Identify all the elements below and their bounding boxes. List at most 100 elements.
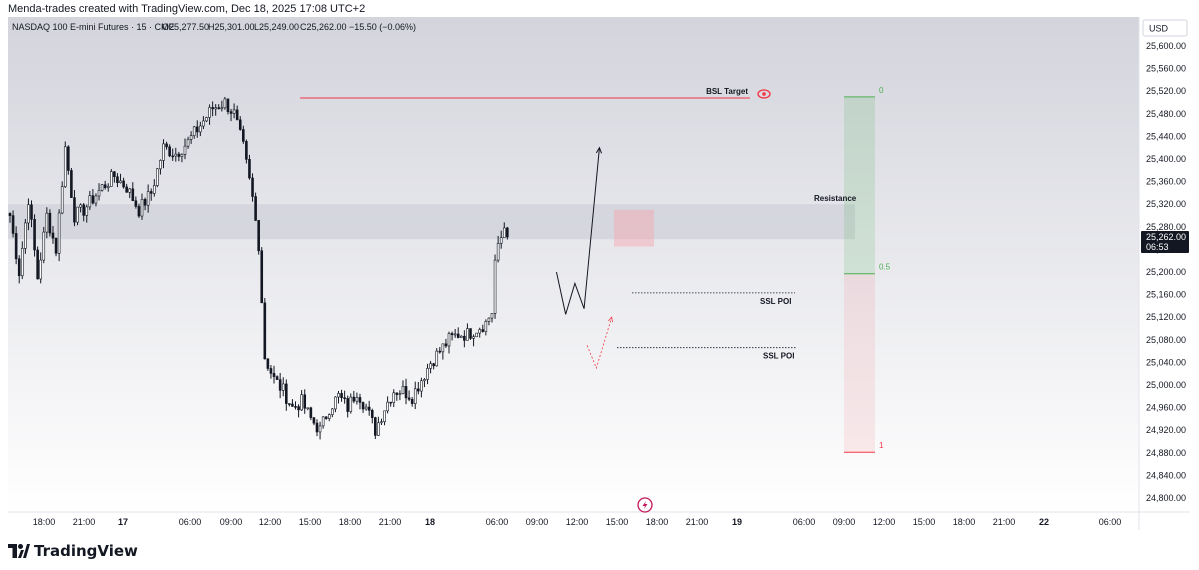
time-axis-label: 06:00 xyxy=(1099,517,1122,527)
candle-body xyxy=(364,406,368,410)
candle-body xyxy=(128,188,132,193)
candle-body xyxy=(496,243,500,261)
time-axis-label: 21:00 xyxy=(686,517,709,527)
candle-body xyxy=(352,396,356,402)
price-axis-label: 25,080.00 xyxy=(1146,335,1186,345)
time-axis-label: 22 xyxy=(1039,517,1049,527)
candle-body xyxy=(383,410,386,423)
legend-close: C25,262.00 xyxy=(300,22,347,32)
bsl-target-label: BSL Target xyxy=(706,87,748,96)
candle-body xyxy=(318,425,322,433)
currency-button[interactable] xyxy=(1142,19,1188,37)
time-axis-label: 12:00 xyxy=(566,517,589,527)
candle-body xyxy=(88,195,92,208)
candle-body xyxy=(441,343,445,353)
candle-body xyxy=(8,213,12,216)
candle-body xyxy=(370,409,374,418)
projection-path xyxy=(555,147,600,315)
time-axis-label: 09:00 xyxy=(833,517,856,527)
candle-body xyxy=(168,146,171,157)
price-axis-label: 24,960.00 xyxy=(1146,403,1186,413)
ssl-poi-label: SSL POI xyxy=(763,352,794,361)
price-axis-label: 25,040.00 xyxy=(1146,357,1186,367)
alt-projection-path xyxy=(586,317,613,370)
candle-body xyxy=(407,397,411,400)
time-axis-label: 18 xyxy=(425,517,435,527)
lightning-icon-bolt xyxy=(642,501,648,509)
price-axis-label: 25,560.00 xyxy=(1146,64,1186,74)
time-axis-label: 21:00 xyxy=(993,517,1016,527)
candle-body xyxy=(358,397,362,403)
candle-body xyxy=(343,397,346,400)
candle-body xyxy=(20,248,24,277)
price-axis-label: 25,480.00 xyxy=(1146,109,1186,119)
time-axis-label: 18:00 xyxy=(953,517,976,527)
candle-body xyxy=(398,393,402,395)
candle-body xyxy=(469,328,472,339)
time-axis-label: 15:00 xyxy=(913,517,936,527)
fib-level-label: 1 xyxy=(879,441,884,450)
price-axis-label: 25,160.00 xyxy=(1146,290,1186,300)
eye-icon[interactable] xyxy=(757,89,771,99)
candle-body xyxy=(459,335,463,338)
candle-body xyxy=(97,189,101,197)
candle-body xyxy=(195,126,199,133)
symbol-title: NASDAQ 100 E-mini Futures · 15 · CME xyxy=(12,22,175,32)
legend-high: H25,301.00 xyxy=(208,22,255,32)
candle-body xyxy=(334,396,337,410)
candle-body xyxy=(143,199,147,206)
candle-body xyxy=(119,180,122,184)
candle-body xyxy=(502,227,506,238)
resistance-zone xyxy=(8,204,855,240)
candle-body xyxy=(487,317,491,322)
fib-level-label: 0.5 xyxy=(879,263,891,272)
candle-body xyxy=(82,204,85,216)
candle-body xyxy=(386,401,389,412)
candle-body xyxy=(48,212,52,234)
candle-body xyxy=(70,170,73,198)
candle-body xyxy=(183,145,187,155)
candle-body xyxy=(17,258,21,277)
time-axis-label: 09:00 xyxy=(526,517,549,527)
time-axis-label: 17 xyxy=(118,517,128,527)
price-axis-label: 25,440.00 xyxy=(1146,131,1186,141)
candle-body xyxy=(211,107,214,110)
price-axis-label: 25,320.00 xyxy=(1146,199,1186,209)
price-axis-label: 24,880.00 xyxy=(1146,448,1186,458)
candle-body xyxy=(229,111,233,114)
candle-body xyxy=(475,332,478,338)
candle-body xyxy=(36,249,39,280)
candle-body xyxy=(435,350,439,367)
candle-body xyxy=(266,358,270,369)
candle-body xyxy=(481,329,485,332)
candle-body xyxy=(85,206,89,216)
candle-body xyxy=(291,403,294,407)
candle-body xyxy=(220,107,224,110)
candle-body xyxy=(254,196,257,221)
candle-body xyxy=(263,302,267,360)
time-axis-label: 21:00 xyxy=(379,517,402,527)
candle-body xyxy=(438,350,442,353)
candle-body xyxy=(251,177,254,197)
candle-body xyxy=(303,394,307,409)
candle-body xyxy=(493,259,497,314)
candle-body xyxy=(242,129,245,142)
time-axis-label: 12:00 xyxy=(259,517,282,527)
fib-level-label: 0 xyxy=(879,86,884,95)
candle-body xyxy=(404,386,408,399)
candle-body xyxy=(165,143,168,148)
candle-body xyxy=(367,406,371,411)
candle-body xyxy=(30,204,33,220)
candle-body xyxy=(232,109,236,114)
eye-icon-pupil xyxy=(762,92,766,96)
candle-body xyxy=(306,407,310,410)
time-axis-label: 06:00 xyxy=(179,517,202,527)
lightning-icon[interactable] xyxy=(637,497,653,513)
candle-body xyxy=(103,184,107,188)
candle-body xyxy=(490,313,494,319)
candle-body xyxy=(272,373,276,377)
candle-body xyxy=(420,380,423,392)
candle-body xyxy=(24,222,27,249)
